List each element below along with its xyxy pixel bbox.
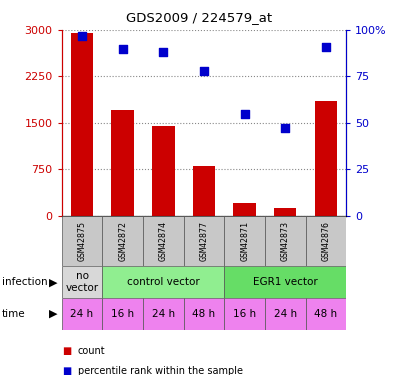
Bar [306,298,346,330]
Text: no
vector: no vector [65,272,99,293]
Bar [62,216,102,266]
Text: 24 h: 24 h [274,309,297,319]
Text: GSM42876: GSM42876 [322,221,330,261]
Text: 24 h: 24 h [152,309,175,319]
Text: infection: infection [2,277,48,287]
Text: control vector: control vector [127,277,200,287]
Bar [102,298,143,330]
Bar [62,266,102,298]
Text: 48 h: 48 h [192,309,216,319]
Text: GSM42877: GSM42877 [199,221,209,261]
Bar [224,266,346,298]
Text: ▶: ▶ [49,309,58,319]
Point [119,46,126,52]
Bar [224,216,265,266]
Bar [71,33,93,216]
Text: GSM42875: GSM42875 [78,221,86,261]
Bar [102,266,224,298]
Text: 16 h: 16 h [111,309,134,319]
Text: count: count [78,346,105,355]
Point [201,68,207,74]
Bar [315,101,337,216]
Text: GSM42872: GSM42872 [118,221,127,261]
Point [79,33,85,39]
Text: 24 h: 24 h [70,309,94,319]
Text: GSM42874: GSM42874 [159,221,168,261]
Text: 48 h: 48 h [314,309,338,319]
Bar [274,208,297,216]
Bar [102,216,143,266]
Bar [306,216,346,266]
Bar [234,203,256,216]
Bar [265,216,306,266]
Bar [62,298,102,330]
Point [242,111,248,117]
Text: ■: ■ [62,346,71,355]
Point [323,44,329,50]
Bar [193,166,215,216]
Text: GSM42873: GSM42873 [281,221,290,261]
Bar [183,216,224,266]
Text: GSM42871: GSM42871 [240,221,249,261]
Bar [265,298,306,330]
Text: percentile rank within the sample: percentile rank within the sample [78,366,243,375]
Text: EGR1 vector: EGR1 vector [253,277,318,287]
Text: GDS2009 / 224579_at: GDS2009 / 224579_at [126,11,272,24]
Text: ▶: ▶ [49,277,58,287]
Text: 16 h: 16 h [233,309,256,319]
Bar [183,298,224,330]
Point [160,49,166,55]
Point [282,125,289,131]
Bar [143,216,183,266]
Text: time: time [2,309,25,319]
Bar [152,126,174,216]
Bar [224,298,265,330]
Text: ■: ■ [62,366,71,375]
Bar [111,110,134,216]
Bar [143,298,183,330]
